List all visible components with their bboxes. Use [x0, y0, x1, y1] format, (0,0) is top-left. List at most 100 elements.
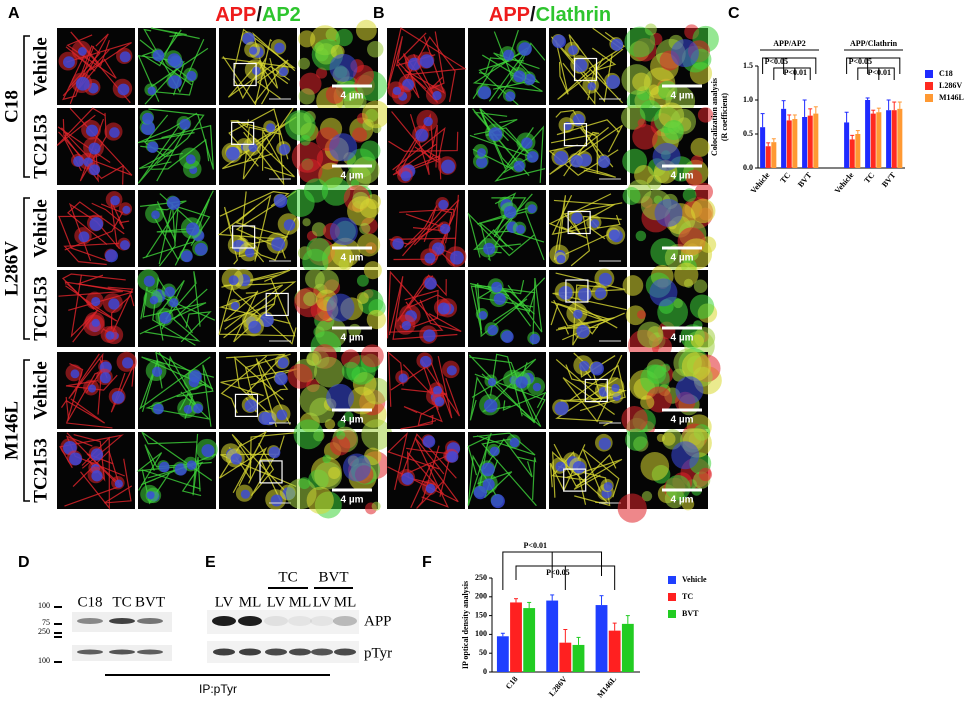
bar — [559, 642, 572, 672]
band — [265, 648, 287, 656]
neurite — [555, 377, 619, 427]
neurite — [104, 458, 133, 504]
bar — [572, 644, 585, 672]
signal — [622, 187, 641, 205]
nucleus — [556, 254, 566, 264]
bar — [496, 636, 509, 672]
signal — [360, 344, 384, 368]
bar — [771, 142, 777, 168]
zoom-box — [563, 468, 587, 492]
nucleus — [483, 242, 496, 255]
nucleus — [283, 219, 296, 231]
bar — [870, 113, 876, 168]
legend-label: BVT — [682, 609, 699, 618]
nucleus — [521, 137, 533, 149]
nucleus — [91, 296, 101, 307]
signal — [356, 274, 369, 287]
signal — [315, 67, 328, 79]
title-part: APP — [215, 4, 256, 26]
signal — [693, 279, 708, 294]
signal — [648, 84, 660, 96]
scale-bar-label: 4 µm — [671, 91, 694, 102]
y-axis-label: IP optical density analysis — [461, 581, 470, 669]
micrograph — [468, 352, 547, 429]
signal — [640, 452, 670, 481]
nucleus — [201, 444, 215, 458]
signal — [298, 158, 323, 183]
zoom-box — [232, 225, 256, 249]
signal — [366, 309, 387, 330]
nucleus — [438, 199, 449, 210]
neurite — [392, 126, 446, 171]
nucleus — [164, 286, 176, 298]
bar — [886, 110, 892, 168]
neurite — [148, 108, 205, 165]
nucleus — [446, 451, 459, 463]
neurite — [110, 200, 125, 247]
signal — [363, 261, 382, 280]
lane-label: ML — [239, 594, 262, 610]
group-bracket — [23, 197, 30, 340]
nucleus — [105, 331, 115, 340]
neurite — [557, 27, 624, 100]
band — [77, 649, 103, 655]
neurite — [91, 202, 130, 224]
nucleus — [598, 155, 611, 169]
nucleus — [329, 53, 358, 82]
neurite — [68, 352, 104, 415]
signal — [632, 72, 651, 92]
nucleus — [143, 275, 155, 287]
nucleus — [142, 112, 154, 125]
scale-bar-label: 4 µm — [341, 333, 364, 344]
signal — [694, 182, 714, 201]
ip-label: IP:pTyr — [199, 682, 237, 696]
neurite — [472, 108, 530, 177]
nucleus — [481, 462, 495, 477]
micrograph — [549, 432, 627, 509]
nucleus — [493, 292, 506, 305]
x-tick-label: L286V — [547, 675, 569, 699]
nucleus — [441, 159, 456, 174]
nucleus — [186, 460, 197, 470]
nucleus — [146, 491, 155, 500]
nucleus — [423, 116, 433, 127]
signal — [661, 363, 671, 372]
band — [289, 648, 311, 656]
micrograph — [549, 27, 627, 106]
y-tick-label: 100 — [475, 629, 487, 638]
scale-bar-label: 4 µm — [341, 253, 364, 264]
y-axis-label: Colocalization analysis — [710, 78, 719, 156]
signal — [287, 363, 313, 389]
row-label: Vehicle — [30, 361, 51, 419]
neurite — [469, 376, 493, 421]
neurite — [549, 124, 623, 175]
neurite — [234, 356, 284, 405]
zoom-box — [573, 57, 598, 82]
nucleus — [168, 75, 182, 89]
micrograph — [57, 270, 135, 347]
nucleus — [419, 54, 434, 69]
nucleus — [166, 196, 181, 210]
significance-bracket — [846, 57, 901, 74]
x-tick-label: BVT — [880, 170, 898, 189]
signal — [698, 467, 713, 482]
marker-label: 100 — [38, 601, 50, 610]
nucleus — [271, 237, 286, 251]
nucleus — [117, 83, 130, 96]
micrograph: 4 µm — [294, 261, 387, 362]
signal — [286, 189, 315, 217]
micrograph — [137, 27, 216, 105]
nucleus — [169, 298, 179, 308]
band — [238, 616, 262, 626]
micrograph — [57, 351, 137, 429]
bar — [891, 110, 897, 168]
nucleus — [226, 146, 240, 161]
nucleus — [401, 320, 412, 331]
nucleus — [167, 53, 181, 67]
y-tick-label: 250 — [475, 573, 487, 582]
title-part: Clathrin — [536, 4, 612, 26]
micrograph — [56, 107, 135, 185]
micrograph: 4 µm — [286, 177, 381, 276]
signal — [321, 177, 351, 206]
signal — [624, 26, 656, 58]
